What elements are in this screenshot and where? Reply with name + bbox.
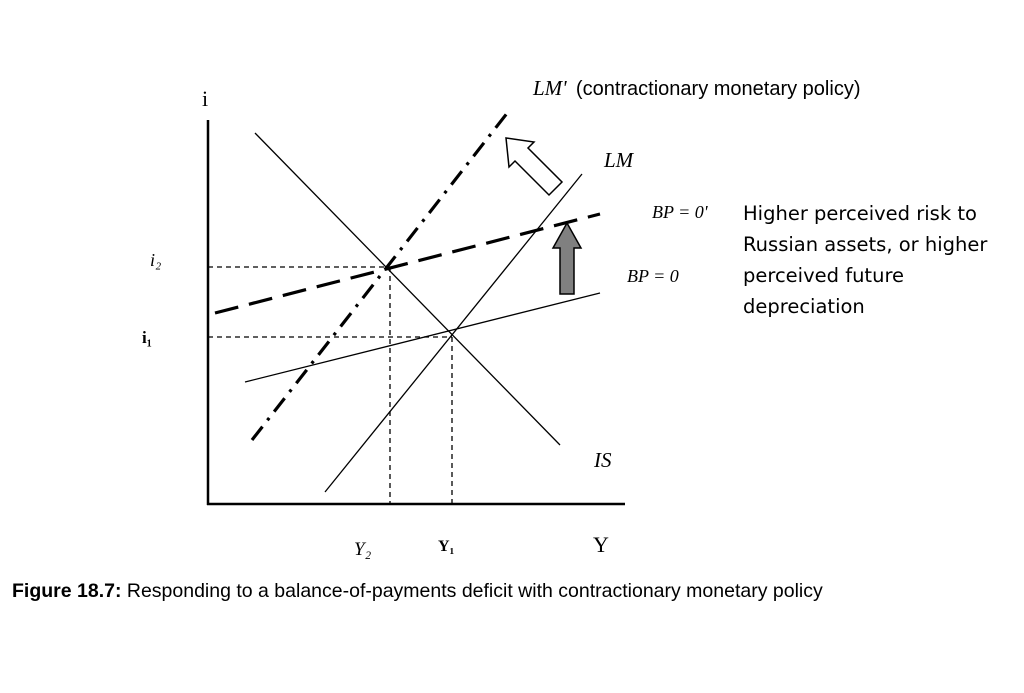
lm-prime-curve <box>250 111 510 441</box>
lm-prime-label: LM' (contractionary monetary policy) <box>532 76 860 100</box>
lm-shift-arrow <box>505 137 564 197</box>
i1-tick-label: i₁ <box>142 328 152 347</box>
caption-text: Responding to a balance-of-payments defi… <box>121 580 823 602</box>
i2-tick-label: i₂ <box>150 250 161 270</box>
y1-tick-label: Y₁ <box>438 538 455 555</box>
is-curve <box>254 132 561 446</box>
x-axis-label: Y <box>593 532 609 557</box>
bp-label: BP = 0 <box>627 266 679 286</box>
bp-curve <box>244 292 601 383</box>
figure-number: Figure 18.7: <box>12 580 122 602</box>
figure-caption: Figure 18.7: Responding to a balance-of-… <box>12 580 1012 603</box>
is-label: IS <box>593 448 612 472</box>
y-axis-label: i <box>202 86 208 111</box>
lm-label: LM <box>603 148 635 172</box>
risk-annotation: Higher perceived risk to Russian assets,… <box>743 202 988 318</box>
bp-prime-curve <box>214 212 601 315</box>
bp-prime-label: BP = 0' <box>652 202 709 222</box>
bp-shift-arrow <box>551 221 583 295</box>
lm-curve <box>324 173 583 493</box>
y2-tick-label: Y₂ <box>354 539 372 560</box>
